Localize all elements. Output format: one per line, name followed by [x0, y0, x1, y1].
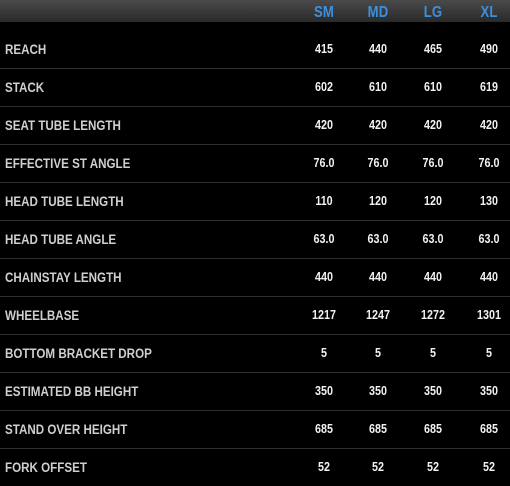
table-cell: 420 — [354, 107, 402, 144]
table-cell: 52 — [354, 449, 402, 486]
row-label: WHEELBASE — [5, 297, 79, 334]
table-cell: 685 — [465, 411, 510, 448]
row-label: BOTTOM BRACKET DROP — [5, 335, 152, 372]
table-row: STAND OVER HEIGHT 685 685 685 685 — [0, 411, 510, 449]
table-row: REACH 415 440 465 490 — [0, 31, 510, 69]
table-cell: 110 — [300, 183, 348, 220]
size-header-lg: LG — [410, 0, 456, 25]
table-cell: 5 — [300, 335, 348, 372]
table-row: BOTTOM BRACKET DROP 5 5 5 5 — [0, 335, 510, 373]
table-cell: 1217 — [300, 297, 348, 334]
table-row: CHAINSTAY LENGTH 440 440 440 440 — [0, 259, 510, 297]
table-cell: 52 — [300, 449, 348, 486]
table-cell: 610 — [354, 69, 402, 106]
table-cell: 5 — [409, 335, 457, 372]
table-cell: 63.0 — [465, 221, 510, 258]
table-cell: 602 — [300, 69, 348, 106]
row-label: FORK OFFSET — [5, 449, 87, 486]
table-cell: 76.0 — [465, 145, 510, 182]
table-row: FORK OFFSET 52 52 52 52 — [0, 449, 510, 486]
table-cell: 52 — [409, 449, 457, 486]
table-cell: 465 — [409, 31, 457, 68]
table-cell: 76.0 — [300, 145, 348, 182]
table-cell: 1272 — [409, 297, 457, 334]
table-cell: 440 — [354, 259, 402, 296]
table-cell: 5 — [465, 335, 510, 372]
table-cell: 440 — [300, 259, 348, 296]
table-row: HEAD TUBE ANGLE 63.0 63.0 63.0 63.0 — [0, 221, 510, 259]
table-cell: 1247 — [354, 297, 402, 334]
table-cell: 350 — [465, 373, 510, 410]
table-cell: 685 — [354, 411, 402, 448]
table-cell: 130 — [465, 183, 510, 220]
table-cell: 685 — [300, 411, 348, 448]
table-cell: 76.0 — [409, 145, 457, 182]
row-label: CHAINSTAY LENGTH — [5, 259, 122, 296]
row-label: HEAD TUBE LENGTH — [5, 183, 124, 220]
table-cell: 350 — [354, 373, 402, 410]
table-cell: 420 — [300, 107, 348, 144]
table-cell: 440 — [409, 259, 457, 296]
row-label: SEAT TUBE LENGTH — [5, 107, 121, 144]
table-row: WHEELBASE 1217 1247 1272 1301 — [0, 297, 510, 335]
table-cell: 490 — [465, 31, 510, 68]
table-cell: 63.0 — [354, 221, 402, 258]
row-label: EFFECTIVE ST ANGLE — [5, 145, 130, 182]
row-label: ESTIMATED BB HEIGHT — [5, 373, 138, 410]
table-row: STACK 602 610 610 619 — [0, 69, 510, 107]
table-cell: 440 — [465, 259, 510, 296]
table-row: EFFECTIVE ST ANGLE 76.0 76.0 76.0 76.0 — [0, 145, 510, 183]
table-cell: 440 — [354, 31, 402, 68]
table-row: SEAT TUBE LENGTH 420 420 420 420 — [0, 107, 510, 145]
size-header-xl: XL — [466, 0, 510, 25]
table-cell: 350 — [409, 373, 457, 410]
table-cell: 5 — [354, 335, 402, 372]
size-header-sm: SM — [301, 0, 347, 25]
row-label: REACH — [5, 31, 46, 68]
table-cell: 619 — [465, 69, 510, 106]
table-cell: 415 — [300, 31, 348, 68]
table-row: HEAD TUBE LENGTH 110 120 120 130 — [0, 183, 510, 221]
table-cell: 63.0 — [300, 221, 348, 258]
table-cell: 120 — [354, 183, 402, 220]
table-cell: 76.0 — [354, 145, 402, 182]
table-cell: 52 — [465, 449, 510, 486]
size-header-md: MD — [355, 0, 401, 25]
table-cell: 685 — [409, 411, 457, 448]
table-cell: 350 — [300, 373, 348, 410]
table-cell: 420 — [409, 107, 457, 144]
table-cell: 63.0 — [409, 221, 457, 258]
table-cell: 420 — [465, 107, 510, 144]
row-label: STAND OVER HEIGHT — [5, 411, 127, 448]
table-cell: 120 — [409, 183, 457, 220]
table-cell: 610 — [409, 69, 457, 106]
row-label: HEAD TUBE ANGLE — [5, 221, 116, 258]
table-cell: 1301 — [465, 297, 510, 334]
table-row: ESTIMATED BB HEIGHT 350 350 350 350 — [0, 373, 510, 411]
row-label: STACK — [5, 69, 44, 106]
